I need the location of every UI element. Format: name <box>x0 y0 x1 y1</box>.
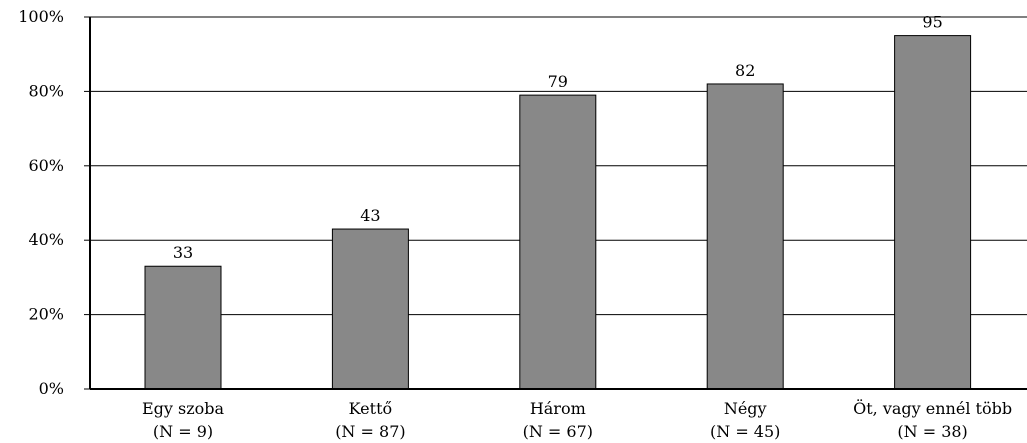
bar <box>144 265 222 390</box>
y-tick-label: 40% <box>28 230 64 249</box>
category-label: Kettő <box>349 399 392 418</box>
bar <box>894 35 972 390</box>
category-sublabel: (N = 67) <box>523 422 593 441</box>
data-label: 82 <box>735 61 755 80</box>
category-sublabel: (N = 45) <box>710 422 780 441</box>
category-label: Egy szoba <box>142 399 225 418</box>
category-sublabel: (N = 9) <box>153 422 213 441</box>
category-sublabel: (N = 38) <box>897 422 967 441</box>
category-label: Öt, vagy ennél több <box>853 398 1012 418</box>
y-tick-label: 0% <box>39 379 64 398</box>
bar <box>331 228 409 390</box>
bars <box>144 35 972 390</box>
bar <box>706 83 784 390</box>
category-label: Három <box>530 399 586 418</box>
bar <box>519 94 597 390</box>
y-tick-label: 100% <box>18 7 64 26</box>
data-label: 33 <box>173 243 193 262</box>
data-label: 95 <box>922 13 942 32</box>
x-axis-categories: Egy szoba (N = 9) Kettő (N = 87) Három (N = 6… <box>142 398 1012 441</box>
y-axis-ticks: 0% 20% 40% 60% 80% 100% <box>18 7 90 398</box>
category-sublabel: (N = 87) <box>335 422 405 441</box>
category-label: Négy <box>724 399 767 418</box>
y-tick-label: 80% <box>28 81 64 100</box>
data-label: 79 <box>548 72 568 91</box>
y-tick-label: 20% <box>28 305 64 324</box>
y-tick-label: 60% <box>28 156 64 175</box>
data-labels: 33 43 79 82 95 <box>173 13 943 263</box>
data-label: 43 <box>360 206 380 225</box>
